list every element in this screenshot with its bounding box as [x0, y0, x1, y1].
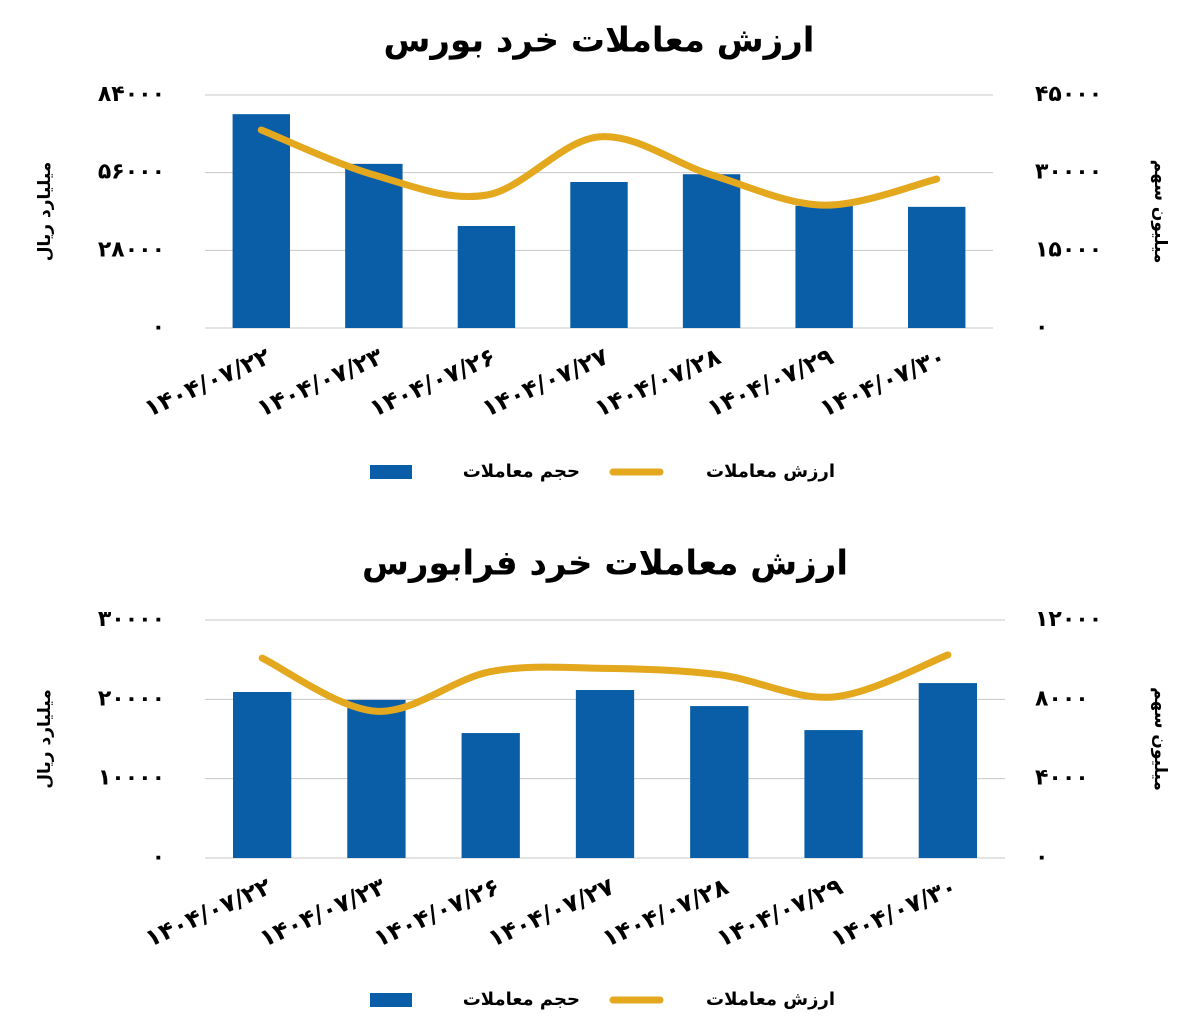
- y-axis-title: میلیارد ریال: [35, 689, 55, 788]
- x-tick-label: ۱۴۰۴/۰۷/۲۸: [598, 872, 733, 953]
- y-tick-label: ۳۰۰۰۰: [98, 607, 165, 632]
- y2-tick-label: ۸۰۰۰: [1035, 686, 1089, 711]
- x-tick-label: ۱۴۰۴/۰۷/۲۲: [140, 342, 275, 423]
- bar: [347, 699, 406, 858]
- x-tick-label: ۱۴۰۴/۰۷/۲۸: [590, 342, 725, 423]
- legend-label: حجم معاملات: [463, 989, 580, 1010]
- y-tick-label: ۰: [152, 315, 165, 340]
- y2-tick-label: ۰: [1035, 315, 1048, 340]
- chart-title: ارزش معاملات خرد فرابورس: [362, 544, 848, 584]
- x-tick-label: ۱۴۰۴/۰۷/۲۷: [484, 872, 619, 953]
- chart-title: ارزش معاملات خرد بورس: [384, 21, 815, 61]
- y2-tick-label: ۰: [1035, 845, 1048, 870]
- y-axis-title: میلیارد ریال: [35, 162, 55, 261]
- y2-tick-label: ۴۵۰۰۰: [1035, 82, 1102, 107]
- x-tick-label: ۱۴۰۴/۰۷/۲۷: [478, 342, 613, 423]
- x-tick-label: ۱۴۰۴/۰۷/۲۳: [253, 342, 388, 423]
- y-tick-label: ۲۸۰۰۰: [98, 237, 165, 262]
- bar: [345, 163, 403, 328]
- bar: [233, 691, 292, 858]
- bar: [690, 706, 749, 858]
- legend-label: ارزش معاملات: [706, 989, 835, 1010]
- y-tick-label: ۸۴۰۰۰: [98, 82, 165, 107]
- legend-swatch: [370, 465, 412, 479]
- x-tick-label: ۱۴۰۴/۰۷/۲۳: [255, 872, 390, 953]
- x-tick-label: ۱۴۰۴/۰۷/۳۰: [827, 872, 961, 952]
- bar: [461, 733, 520, 858]
- y2-tick-label: ۱۵۰۰۰: [1035, 237, 1102, 262]
- x-tick-label: ۱۴۰۴/۰۷/۲۶: [370, 872, 504, 952]
- y2-tick-label: ۱۲۰۰۰: [1035, 607, 1102, 632]
- y2-axis-title: میلیون سهم: [1150, 160, 1170, 264]
- bar: [232, 114, 290, 328]
- y2-tick-label: ۳۰۰۰۰: [1035, 160, 1102, 185]
- line: [258, 651, 952, 715]
- bar: [682, 174, 741, 328]
- x-tick-label: ۱۴۰۴/۰۷/۲۹: [703, 342, 838, 423]
- bar: [908, 206, 966, 328]
- x-tick-label: ۱۴۰۴/۰۷/۲۹: [712, 872, 847, 953]
- x-tick-label: ۱۴۰۴/۰۷/۲۲: [141, 872, 276, 953]
- bar: [570, 181, 628, 328]
- y-tick-label: ۲۰۰۰۰: [98, 686, 165, 711]
- y2-axis-title: میلیون سهم: [1150, 687, 1170, 791]
- bar: [804, 730, 863, 858]
- legend-label: ارزش معاملات: [706, 461, 835, 482]
- bar: [795, 205, 853, 328]
- y-tick-label: ۵۶۰۰۰: [98, 160, 165, 185]
- bar: [457, 225, 516, 328]
- y2-tick-label: ۴۰۰۰: [1035, 766, 1089, 791]
- bar: [918, 683, 977, 858]
- bar: [575, 690, 635, 858]
- x-tick-label: ۱۴۰۴/۰۷/۲۶: [365, 342, 499, 422]
- y-tick-label: ۰: [152, 845, 165, 870]
- y-tick-label: ۱۰۰۰۰: [98, 766, 165, 791]
- x-tick-label: ۱۴۰۴/۰۷/۳۰: [816, 342, 950, 422]
- legend-swatch: [370, 993, 412, 1007]
- line: [257, 126, 941, 209]
- legend-label: حجم معاملات: [463, 461, 580, 482]
